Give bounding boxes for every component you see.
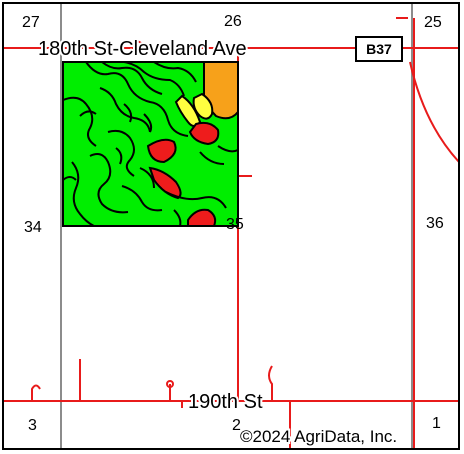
section-number-1: 1 (432, 415, 441, 432)
road-label-north: 180th St-Cleveland Ave (38, 38, 247, 60)
road-south-curve (268, 365, 273, 401)
section-labels: 27 26 25 34 35 36 3 2 1 (22, 13, 444, 434)
route-shield: B37 (355, 36, 403, 62)
section-number-2: 2 (232, 417, 241, 434)
map-frame: 27 26 25 34 35 36 3 2 1 180th St-Clevela… (2, 2, 460, 450)
soil-zone-red-4[interactable] (187, 208, 217, 227)
road-label-south: 190th St (188, 391, 263, 413)
section-number-25: 25 (424, 14, 442, 31)
road-north-bump (131, 40, 143, 47)
copyright-notice: ©2024 AgriData, Inc. (240, 427, 397, 446)
route-shield-label: B37 (366, 41, 392, 57)
field-parcel[interactable] (62, 61, 239, 227)
section-number-34: 34 (24, 219, 42, 236)
road-marker (166, 380, 174, 388)
section-number-3: 3 (28, 417, 37, 434)
soil-zone-red-2[interactable] (146, 138, 177, 164)
soil-zone-red-3[interactable] (148, 166, 182, 200)
road-west-curve (31, 384, 41, 401)
soil-zone-yellow-2[interactable] (174, 94, 202, 127)
section-number-26: 26 (224, 13, 242, 30)
soil-zone-yellow-1[interactable] (192, 92, 214, 120)
soil-map[interactable]: 27 26 25 34 35 36 3 2 1 180th St-Clevela… (4, 4, 460, 450)
section-number-27: 27 (22, 14, 40, 31)
section-number-36: 36 (426, 215, 444, 232)
soil-contours (62, 61, 239, 227)
road-east-curve (409, 61, 458, 163)
soil-zone-red-1[interactable] (188, 121, 220, 146)
section-number-35: 35 (226, 216, 244, 233)
